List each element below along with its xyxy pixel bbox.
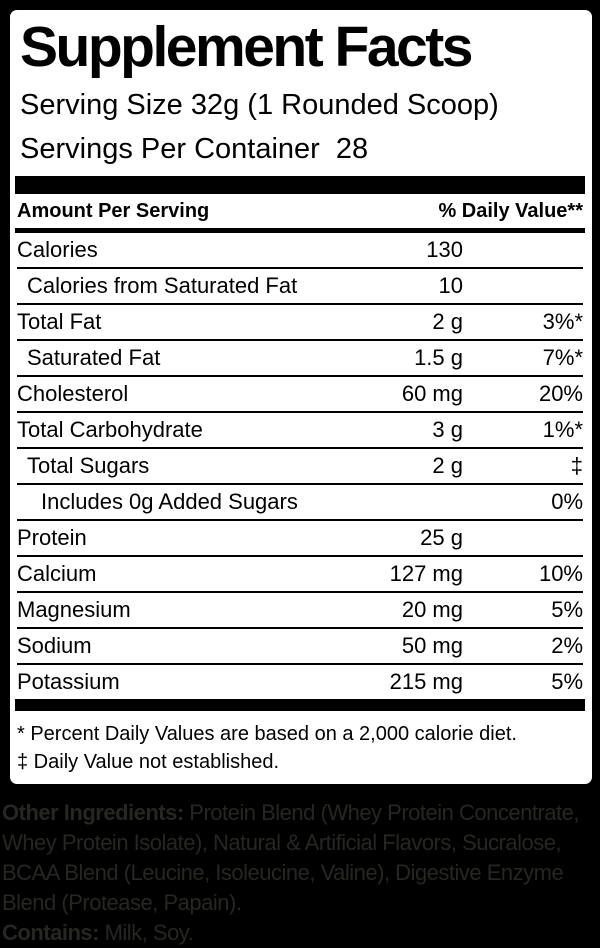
nutrient-name: Includes 0g Added Sugars bbox=[41, 489, 298, 514]
supplement-facts-panel: Supplement Facts Serving Size 32g (1 Rou… bbox=[10, 10, 592, 784]
ingredients-line: Whey Protein Isolate), Natural & Artific… bbox=[2, 828, 600, 858]
other-ingredients-block: Other Ingredients: Protein Blend (Whey P… bbox=[0, 784, 600, 948]
divider-under-header bbox=[15, 228, 585, 233]
nutrient-amount: 1.5 g bbox=[414, 345, 463, 370]
servings-per-container-line: Servings Per Container 28 bbox=[20, 133, 369, 165]
nutrient-name: Saturated Fat bbox=[27, 345, 161, 370]
amount-per-serving-header: Amount Per Serving bbox=[17, 199, 210, 222]
footnote-not-established: ‡ Daily Value not established. bbox=[17, 751, 280, 773]
ingredients-line-text: Blend (Protease, Papain). bbox=[2, 890, 242, 915]
nutrient-row: Saturated Fat 1.5 g 7%* bbox=[17, 341, 583, 377]
ingredients-line: Contains: Milk, Soy. bbox=[2, 918, 600, 948]
nutrient-row: Protein 25 g bbox=[17, 521, 583, 557]
footnote-daily-values: * Percent Daily Values are based on a 2,… bbox=[17, 723, 517, 745]
daily-value-header: % Daily Value** bbox=[438, 199, 583, 222]
nutrient-row: Cholesterol 60 mg 20% bbox=[17, 377, 583, 413]
ingredients-line-text: Milk, Soy. bbox=[98, 920, 194, 945]
divider-thick-top bbox=[15, 176, 585, 194]
nutrient-amount: 25 g bbox=[420, 525, 463, 550]
nutrient-amount: 3 g bbox=[432, 417, 463, 442]
nutrient-amount: 50 mg bbox=[401, 633, 463, 658]
table-header: Amount Per Serving % Daily Value** bbox=[17, 194, 583, 228]
nutrient-name: Potassium bbox=[17, 669, 120, 694]
nutrient-daily-value: 0% bbox=[551, 489, 583, 514]
nutrient-daily-value: 5% bbox=[551, 597, 583, 622]
divider-above-footnotes bbox=[15, 699, 585, 711]
ingredients-line-text: Whey Protein Isolate), Natural & Artific… bbox=[2, 830, 562, 855]
nutrient-daily-value: 7%* bbox=[542, 345, 583, 370]
ingredients-line-label: Contains: bbox=[2, 920, 99, 945]
nutrient-row: Calories from Saturated Fat 10 bbox=[17, 269, 583, 305]
nutrient-name: Total Carbohydrate bbox=[17, 417, 203, 442]
nutrient-name: Cholesterol bbox=[17, 381, 129, 406]
nutrient-daily-value: 5% bbox=[551, 669, 583, 694]
nutrient-daily-value: ‡ bbox=[570, 453, 583, 478]
nutrient-name: Protein bbox=[17, 525, 87, 550]
ingredients-line: Other Ingredients: Protein Blend (Whey P… bbox=[2, 798, 600, 828]
nutrient-row: Magnesium 20 mg 5% bbox=[17, 593, 583, 629]
nutrient-name: Magnesium bbox=[17, 597, 131, 622]
serving-size-line: Serving Size 32g (1 Rounded Scoop) bbox=[20, 89, 499, 121]
nutrient-amount: 60 mg bbox=[401, 381, 463, 406]
ingredients-line-label: Other Ingredients: bbox=[2, 800, 184, 825]
supplement-facts-title: Supplement Facts bbox=[20, 15, 473, 79]
nutrient-name: Calcium bbox=[17, 561, 97, 586]
nutrient-table: Calories 130 Calories from Saturated Fat… bbox=[17, 233, 583, 699]
nutrient-amount: 10 bbox=[438, 273, 463, 298]
nutrient-daily-value: 10% bbox=[538, 561, 583, 586]
nutrient-daily-value: 2% bbox=[551, 633, 583, 658]
footnotes: * Percent Daily Values are based on a 2,… bbox=[17, 711, 583, 776]
ingredients-line: BCAA Blend (Leucine, Isoleucine, Valine)… bbox=[2, 858, 600, 888]
nutrient-name: Calories bbox=[17, 237, 98, 262]
nutrient-row: Includes 0g Added Sugars 0% bbox=[17, 485, 583, 521]
nutrient-amount: 127 mg bbox=[389, 561, 463, 586]
nutrient-name: Sodium bbox=[17, 633, 92, 658]
nutrient-amount: 130 bbox=[426, 237, 463, 262]
nutrient-daily-value: 1%* bbox=[542, 417, 583, 442]
nutrient-daily-value: 20% bbox=[538, 381, 583, 406]
nutrient-name: Total Fat bbox=[17, 309, 102, 334]
nutrient-row: Sodium 50 mg 2% bbox=[17, 629, 583, 665]
ingredients-line-text: BCAA Blend (Leucine, Isoleucine, Valine)… bbox=[2, 860, 564, 885]
nutrient-amount: 215 mg bbox=[389, 669, 463, 694]
ingredients-line: Blend (Protease, Papain). bbox=[2, 888, 600, 918]
nutrient-row: Total Carbohydrate 3 g 1%* bbox=[17, 413, 583, 449]
nutrient-row: Calories 130 bbox=[17, 233, 583, 269]
ingredients-line-text: Protein Blend (Whey Protein Concentrate, bbox=[183, 800, 579, 825]
nutrient-amount: 20 mg bbox=[401, 597, 463, 622]
nutrient-row: Potassium 215 mg 5% bbox=[17, 665, 583, 699]
nutrient-amount: 2 g bbox=[432, 453, 463, 478]
nutrient-row: Calcium 127 mg 10% bbox=[17, 557, 583, 593]
nutrient-row: Total Sugars 2 g ‡ bbox=[17, 449, 583, 485]
nutrient-name: Total Sugars bbox=[27, 453, 150, 478]
nutrient-row: Total Fat 2 g 3%* bbox=[17, 305, 583, 341]
nutrient-daily-value: 3%* bbox=[542, 309, 583, 334]
nutrient-name: Calories from Saturated Fat bbox=[27, 273, 298, 298]
nutrient-amount: 2 g bbox=[432, 309, 463, 334]
